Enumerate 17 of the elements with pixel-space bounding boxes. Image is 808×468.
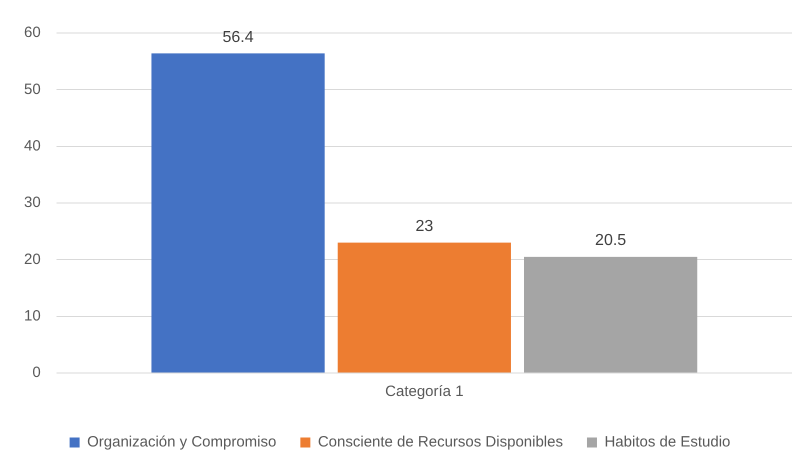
bar <box>151 53 325 372</box>
y-tick-label: 30 <box>24 194 41 212</box>
data-label: 56.4 <box>222 28 254 46</box>
y-tick-label: 10 <box>24 307 41 324</box>
bar <box>338 242 511 372</box>
data-label: 23 <box>415 218 434 236</box>
legend-label: Consciente de Recursos Disponibles <box>318 434 563 451</box>
y-tick-label: 60 <box>24 24 41 42</box>
legend-label: Habitos de Estudio <box>604 434 730 451</box>
legend-label: Organización y Compromiso <box>87 434 276 451</box>
y-tick-label: 20 <box>24 250 41 268</box>
y-tick-label: 40 <box>24 137 41 154</box>
bar <box>524 256 698 372</box>
data-label: 20.5 <box>595 232 626 250</box>
x-tick-label: Categoría 1 <box>385 383 464 400</box>
y-tick-label: 50 <box>24 80 41 98</box>
y-tick-label: 0 <box>32 364 41 382</box>
